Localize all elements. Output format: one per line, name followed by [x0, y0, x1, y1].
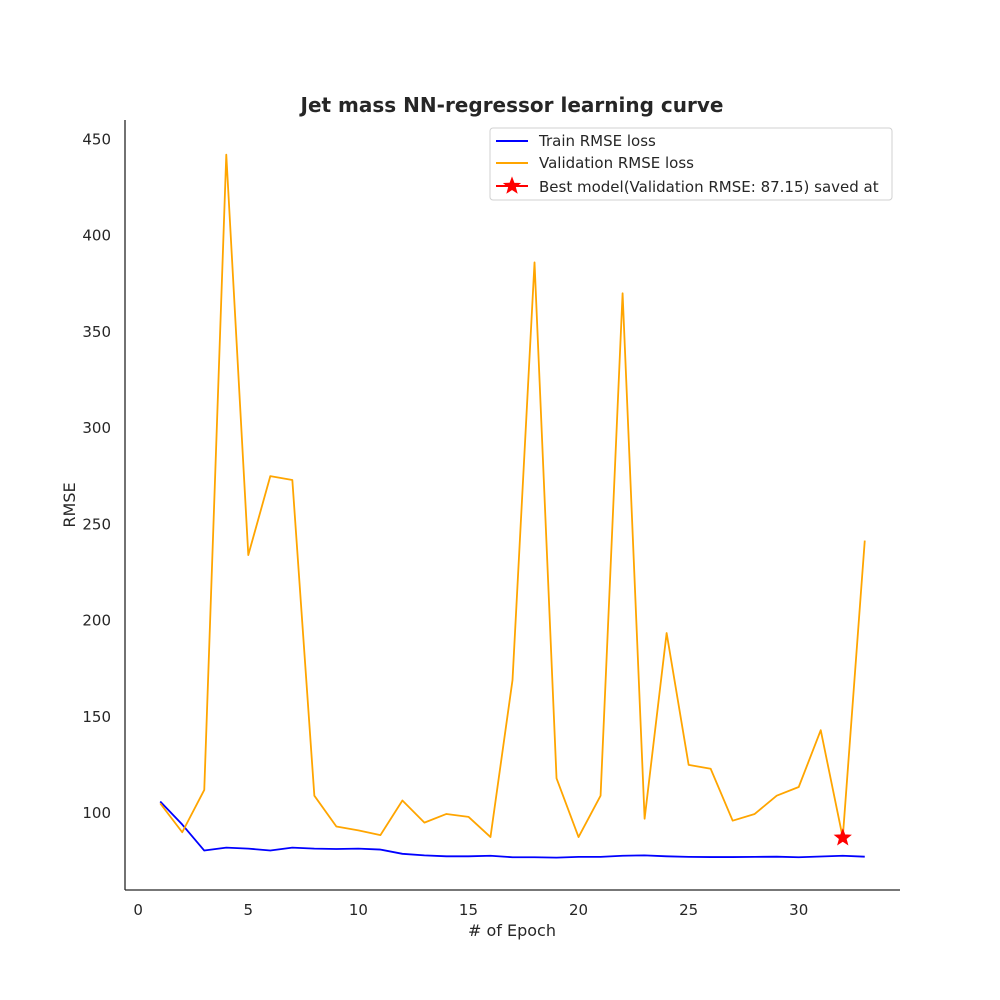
- y-tick-label: 150: [82, 708, 111, 726]
- x-tick-label: 25: [679, 901, 698, 919]
- x-tick-label: 15: [459, 901, 478, 919]
- y-tick-label: 250: [82, 515, 111, 533]
- y-tick-label: 400: [82, 227, 111, 245]
- series-line-validation: [159, 153, 866, 839]
- y-tick-label: 300: [82, 419, 111, 437]
- series-line-train: [159, 800, 865, 859]
- chart-title: Jet mass NN-regressor learning curve: [299, 93, 724, 117]
- x-tick-label: 30: [789, 901, 808, 919]
- y-tick-label: 350: [82, 323, 111, 341]
- legend: Train RMSE loss Validation RMSE loss Bes…: [489, 127, 893, 201]
- legend-label-train: Train RMSE loss: [538, 132, 656, 150]
- x-tick-label: 10: [349, 901, 368, 919]
- y-tick-label: 450: [82, 130, 111, 148]
- legend-star-shape: [502, 176, 522, 194]
- plot-lines: [159, 153, 866, 859]
- x-tick-label: 5: [244, 901, 254, 919]
- legend-label-best: Best model(Validation RMSE: 87.15) saved…: [539, 178, 879, 196]
- y-axis-title: RMSE: [60, 482, 79, 527]
- legend-label-validation: Validation RMSE loss: [539, 154, 694, 172]
- x-tick-label: 20: [569, 901, 588, 919]
- x-axis-title: # of Epoch: [468, 921, 556, 940]
- y-tick-label: 200: [82, 612, 111, 630]
- best-model-star-icon: [833, 828, 852, 846]
- y-tick-label: 100: [82, 804, 111, 822]
- best-model-marker: [833, 828, 852, 846]
- x-tick-label: 0: [133, 901, 143, 919]
- x-tick-labels: 0 5 10 15 20 25 30: [133, 901, 808, 919]
- y-tick-labels: 100 150 200 250 300 350 400 450: [82, 130, 111, 822]
- legend-box: [489, 127, 893, 201]
- legend-best-star-icon: [502, 176, 522, 194]
